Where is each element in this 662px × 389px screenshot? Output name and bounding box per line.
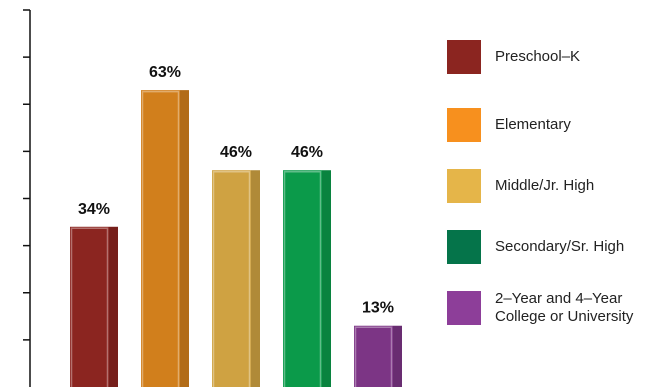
legend-swatch-college bbox=[447, 291, 481, 325]
value-labels: 34% 63% 46% 46% 13% bbox=[78, 64, 394, 317]
legend-label-preschool: Preschool–K bbox=[495, 48, 581, 65]
value-label-1: 34% bbox=[78, 201, 110, 218]
legend-item-elementary: Elementary bbox=[447, 108, 662, 142]
bar-4-highlight bbox=[283, 170, 322, 387]
bar-1 bbox=[70, 226, 118, 387]
bar-2 bbox=[141, 90, 189, 388]
bar-3 bbox=[212, 170, 260, 387]
bar-1-highlight bbox=[70, 227, 109, 387]
bar-5-highlight bbox=[354, 326, 393, 387]
legend-item-secondary: Secondary/Sr. High bbox=[447, 230, 662, 264]
legend-item-preschool: Preschool–K bbox=[447, 40, 662, 74]
value-label-2: 63% bbox=[149, 64, 181, 81]
bar-4-side bbox=[322, 170, 331, 387]
y-axis bbox=[23, 9, 31, 387]
legend-swatch-elementary bbox=[447, 108, 481, 142]
bar-5-front bbox=[354, 325, 393, 387]
bar-1-side bbox=[109, 226, 118, 387]
bar-1-front bbox=[70, 226, 109, 387]
bar-3-side bbox=[251, 170, 260, 387]
bar-5-side bbox=[393, 325, 402, 387]
bar-2-side bbox=[180, 90, 189, 388]
value-label-5: 13% bbox=[362, 300, 394, 317]
legend-label-elementary: Elementary bbox=[495, 116, 571, 133]
legend-swatch-preschool bbox=[447, 40, 481, 74]
legend-label-secondary: Secondary/Sr. High bbox=[495, 238, 625, 255]
bars bbox=[70, 90, 402, 388]
bar-5 bbox=[354, 325, 402, 387]
legend-label-college: 2–Year and 4–Year College or University bbox=[495, 290, 634, 325]
bar-4-front bbox=[283, 170, 322, 387]
bar-3-front bbox=[212, 170, 251, 387]
bar-4 bbox=[283, 170, 331, 387]
bar-3-highlight bbox=[212, 170, 251, 387]
value-label-3: 46% bbox=[220, 144, 252, 161]
legend-label-middle: Middle/Jr. High bbox=[495, 177, 595, 194]
legend-item-middle: Middle/Jr. High bbox=[447, 169, 662, 203]
bar-2-highlight bbox=[141, 90, 180, 387]
value-label-4: 46% bbox=[291, 144, 323, 161]
bar-2-front bbox=[141, 90, 180, 388]
legend-swatch-secondary bbox=[447, 230, 481, 264]
legend-swatch-middle bbox=[447, 169, 481, 203]
legend-item-college: 2–Year and 4–Year College or University bbox=[447, 290, 662, 325]
